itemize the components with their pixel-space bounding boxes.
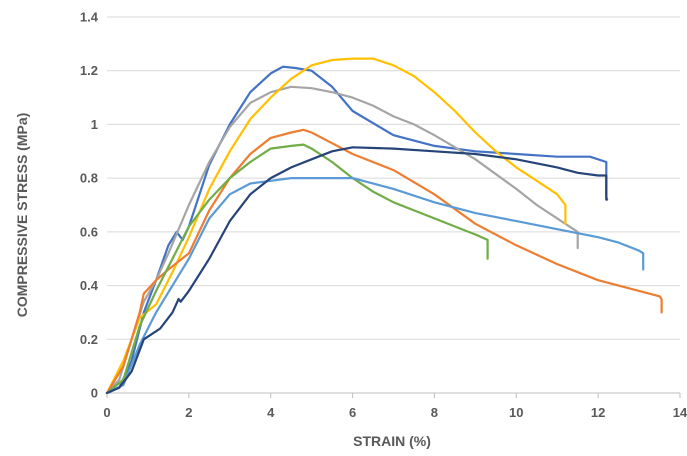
series-line-1 <box>105 65 609 395</box>
y-tick-label: 0.8 <box>80 171 98 186</box>
y-axis-title: COMPRESSIVE STRESS (MPa) <box>14 113 30 318</box>
series-line-3 <box>105 57 567 395</box>
tick-labels: 0 0.2 0.4 0.6 0.8 1 1.2 1.4 0 2 4 6 8 10 12 14 <box>80 10 687 421</box>
series-line-6 <box>105 177 645 395</box>
y-tick-label: 0.2 <box>80 332 98 347</box>
y-tick-label: 1 <box>91 117 98 132</box>
x-tick-label: 0 <box>103 405 110 420</box>
x-tick-label: 4 <box>267 405 275 420</box>
y-tick-label: 1.4 <box>80 10 99 25</box>
x-tick-label: 10 <box>509 405 523 420</box>
x-tick-label: 12 <box>591 405 605 420</box>
y-tick-label: 0 <box>91 386 98 401</box>
series-line-5 <box>105 143 489 395</box>
x-tick-label: 8 <box>431 405 438 420</box>
series-line-4 <box>105 128 663 395</box>
axes <box>106 392 681 398</box>
series-lines <box>105 57 663 395</box>
x-tick-label: 2 <box>185 405 192 420</box>
series-line-7 <box>105 146 608 395</box>
x-tick-label: 14 <box>673 405 687 420</box>
y-tick-label: 1.2 <box>80 63 98 78</box>
x-axis-title: STRAIN (%) <box>353 433 431 449</box>
y-tick-label: 0.6 <box>80 224 98 239</box>
x-tick-label: 6 <box>349 405 356 420</box>
y-tick-label: 0.4 <box>80 278 99 293</box>
